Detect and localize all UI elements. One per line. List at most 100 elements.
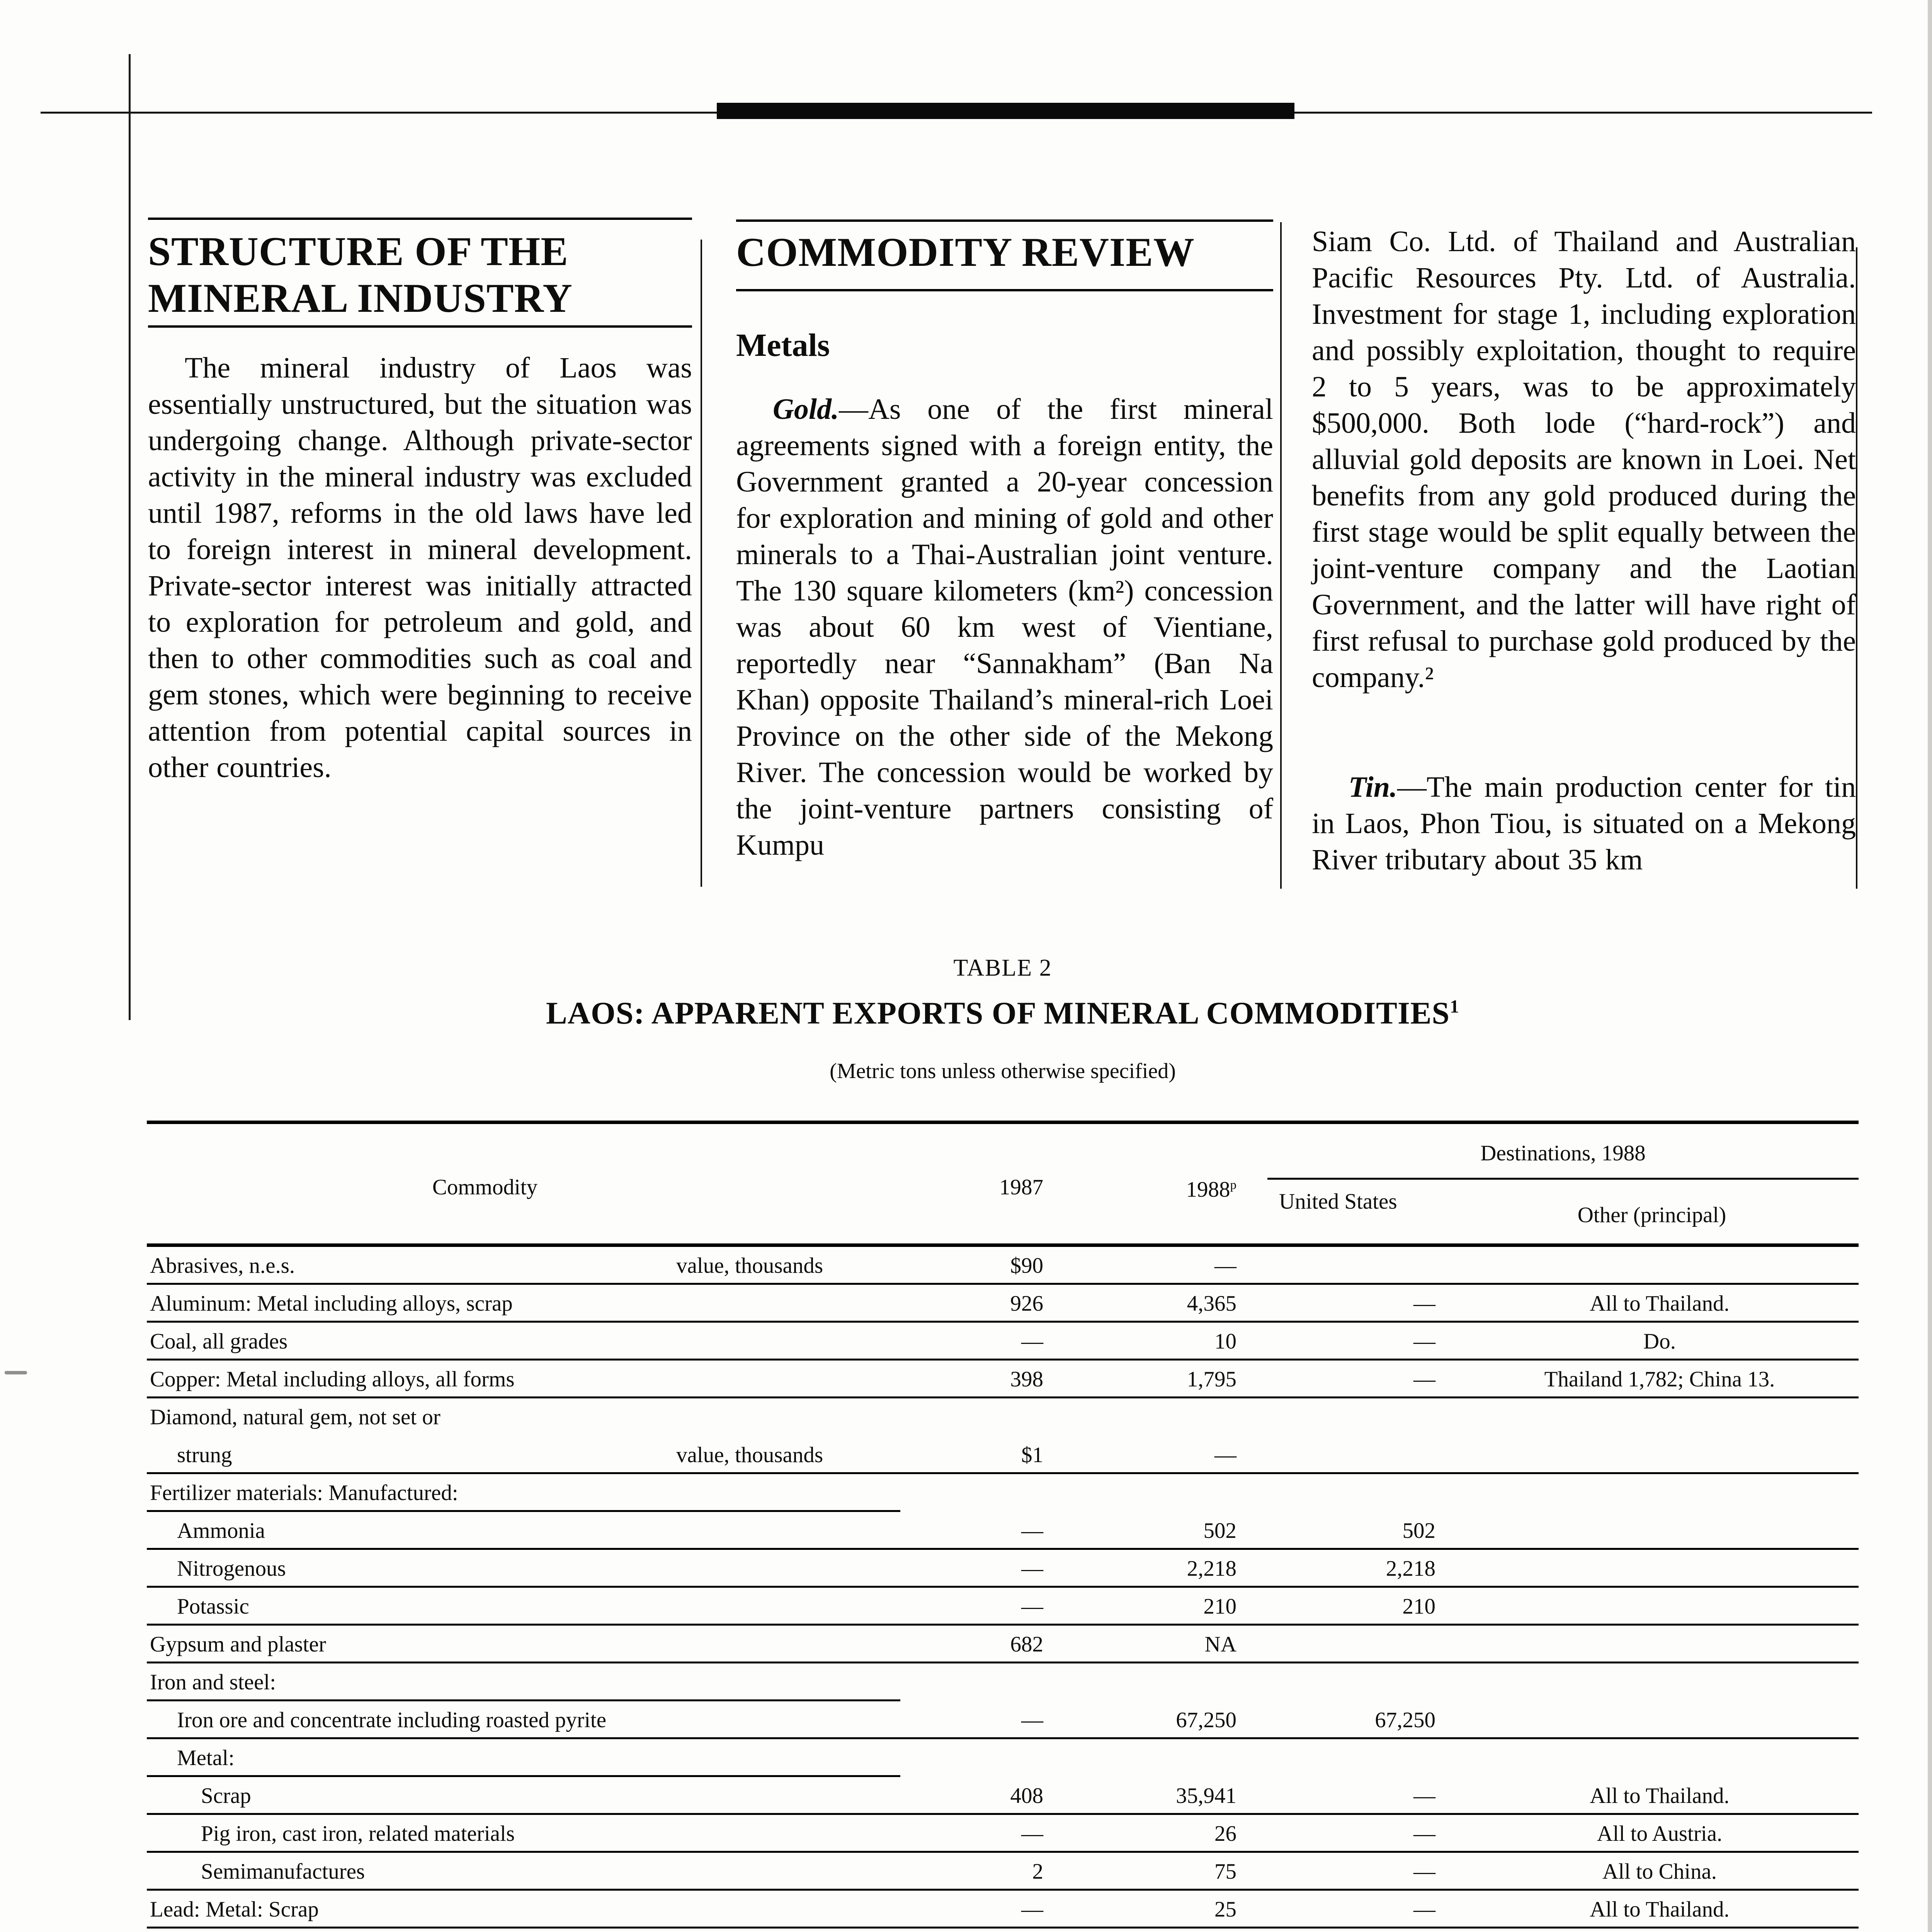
- subheading-metals: Metals: [736, 327, 830, 363]
- row-divider-rule: [147, 1775, 900, 1777]
- column-header-1988-sup: p: [1230, 1178, 1236, 1192]
- tin-body: —The main production center for tin in L…: [1312, 771, 1856, 876]
- commodity-cell: Diamond, natural gem, not set or: [150, 1405, 440, 1429]
- value-1988-cell: 35,941: [1176, 1784, 1236, 1808]
- table-row: Ammonia — 502 502: [147, 1512, 1859, 1550]
- row-divider-rule: [147, 1359, 1859, 1361]
- row-divider-rule: [147, 1510, 900, 1512]
- row-divider-rule: [147, 1396, 1859, 1398]
- value-1987-cell: 408: [1010, 1784, 1044, 1808]
- value-1987-cell: 398: [1010, 1367, 1044, 1391]
- value-1988-cell: —: [1214, 1443, 1236, 1467]
- table-row: Fertilizer materials: Manufactured:: [147, 1474, 1859, 1512]
- table-title-footnote-marker: 1: [1450, 997, 1459, 1017]
- column-divider-middle: [1280, 222, 1282, 889]
- value-1987-cell: 2: [1032, 1859, 1044, 1884]
- value-1987-cell: —: [1021, 1897, 1043, 1922]
- united-states-cell: —: [1413, 1291, 1435, 1316]
- united-states-cell: —: [1413, 1859, 1435, 1884]
- commodity-cell: Coal, all grades: [150, 1329, 288, 1354]
- value-1988-cell: 4,365: [1187, 1291, 1236, 1316]
- column-header-destinations: Destinations, 1988: [1480, 1141, 1646, 1165]
- commodity-cell: Gypsum and plaster: [150, 1632, 326, 1656]
- table-row: Scrap 408 35,941 — All to Thailand.: [147, 1777, 1859, 1815]
- table-row: Coal, all grades — 10 — Do.: [147, 1323, 1859, 1361]
- value-1988-cell: 25: [1214, 1897, 1236, 1922]
- column-header-other-principal: Other (principal): [1577, 1203, 1726, 1227]
- value-1988-cell: 67,250: [1176, 1708, 1236, 1732]
- table-title-text: LAOS: APPARENT EXPORTS OF MINERAL COMMOD…: [546, 995, 1450, 1031]
- row-divider-rule: [147, 1283, 1859, 1285]
- left-column-paragraph: The mineral industry of Laos was essenti…: [148, 352, 692, 784]
- column-header-united-states: United States: [1279, 1189, 1397, 1214]
- column-header-1987: 1987: [999, 1175, 1043, 1199]
- section-heading-commodity-review: COMMODITY REVIEW: [736, 230, 1195, 275]
- commodity-cell: Metal:: [177, 1746, 235, 1770]
- table-row: Pig iron, cast iron, related materials —…: [147, 1815, 1859, 1853]
- right-column-paragraph-1: Siam Co. Ltd. of Thailand and Australian…: [1312, 225, 1856, 694]
- other-destination-cell: All to Thailand.: [1590, 1784, 1730, 1808]
- united-states-cell: 210: [1402, 1594, 1436, 1619]
- row-divider-rule: [147, 1624, 1859, 1626]
- middle-heading-rule-bottom: [736, 289, 1273, 291]
- scan-artifact-left-dash: [5, 1371, 27, 1374]
- table-row: Abrasives, n.e.s. value, thousands $90 —: [147, 1247, 1859, 1285]
- united-states-cell: 502: [1402, 1519, 1436, 1543]
- gold-body: —As one of the first mineral agreements …: [736, 393, 1273, 861]
- value-1987-cell: —: [1021, 1519, 1043, 1543]
- table-rows: Abrasives, n.e.s. value, thousands $90 —…: [147, 1247, 1859, 1932]
- column-divider-left: [701, 240, 702, 887]
- value-1987-cell: —: [1021, 1329, 1043, 1354]
- table-row: Diamond, natural gem, not set or: [147, 1398, 1859, 1436]
- row-divider-rule: [147, 1472, 1859, 1474]
- value-1987-cell: $1: [1021, 1443, 1043, 1467]
- commodity-cell: Lead: Metal: Scrap: [150, 1897, 319, 1922]
- value-1987-cell: $90: [1010, 1253, 1044, 1278]
- tin-lead: Tin.: [1349, 771, 1397, 803]
- table-row: Iron ore and concentrate including roast…: [147, 1701, 1859, 1739]
- unit-cell: value, thousands: [676, 1253, 823, 1278]
- commodity-cell: Nitrogenous: [177, 1556, 286, 1581]
- other-destination-cell: All to Thailand.: [1590, 1897, 1730, 1922]
- value-1988-cell: —: [1214, 1253, 1236, 1278]
- table-row: Precious and semiprecious stones: Natura…: [147, 1929, 1859, 1932]
- gold-lead: Gold.: [773, 393, 839, 425]
- table-row: Metal:: [147, 1739, 1859, 1777]
- commodity-cell: Aluminum: Metal including alloys, scrap: [150, 1291, 513, 1316]
- other-destination-cell: Thailand 1,782; China 13.: [1544, 1367, 1775, 1391]
- row-divider-rule: [147, 1889, 1859, 1891]
- row-divider-rule: [147, 1321, 1859, 1323]
- other-destination-cell: Do.: [1643, 1329, 1676, 1354]
- value-1987-cell: —: [1021, 1821, 1043, 1846]
- column-header-1988: 1988p: [1005, 1177, 1236, 1202]
- value-1988-cell: 75: [1214, 1859, 1236, 1884]
- gold-paragraph: Gold.—As one of the first mineral agreem…: [736, 391, 1273, 863]
- value-1987-cell: —: [1021, 1594, 1043, 1619]
- commodity-cell: Iron and steel:: [150, 1670, 276, 1694]
- row-divider-rule: [147, 1851, 1859, 1853]
- united-states-cell: 67,250: [1375, 1708, 1435, 1732]
- scan-artifact-left-line: [129, 54, 131, 1020]
- column-header-1988-year: 1988: [1186, 1177, 1230, 1202]
- commodity-cell: Copper: Metal including alloys, all form…: [150, 1367, 515, 1391]
- row-divider-rule: [147, 1737, 1859, 1739]
- commodity-cell: Scrap: [201, 1784, 251, 1808]
- table-row: Nitrogenous — 2,218 2,218: [147, 1550, 1859, 1588]
- column-header-commodity: Commodity: [432, 1175, 538, 1199]
- table-subtitle: (Metric tons unless otherwise specified): [830, 1059, 1176, 1083]
- value-1988-cell: 2,218: [1187, 1556, 1236, 1581]
- table-label: TABLE 2: [953, 955, 1052, 981]
- table-row: strung value, thousands $1 —: [147, 1436, 1859, 1474]
- destinations-header-rule: [1267, 1178, 1859, 1180]
- value-1988-cell: 10: [1214, 1329, 1236, 1354]
- table-row: Iron and steel:: [147, 1663, 1859, 1701]
- other-destination-cell: All to Thailand.: [1590, 1291, 1730, 1316]
- row-divider-rule: [147, 1927, 1859, 1929]
- scan-artifact-top-bar: [717, 103, 1294, 119]
- row-divider-rule: [147, 1699, 900, 1701]
- commodity-cell: Potassic: [177, 1594, 249, 1619]
- table-row: Gypsum and plaster 682 NA: [147, 1626, 1859, 1663]
- table-row: Lead: Metal: Scrap — 25 — All to Thailan…: [147, 1891, 1859, 1929]
- table-row: Semimanufactures 2 75 — All to China.: [147, 1853, 1859, 1891]
- value-1987-cell: 682: [1010, 1632, 1044, 1656]
